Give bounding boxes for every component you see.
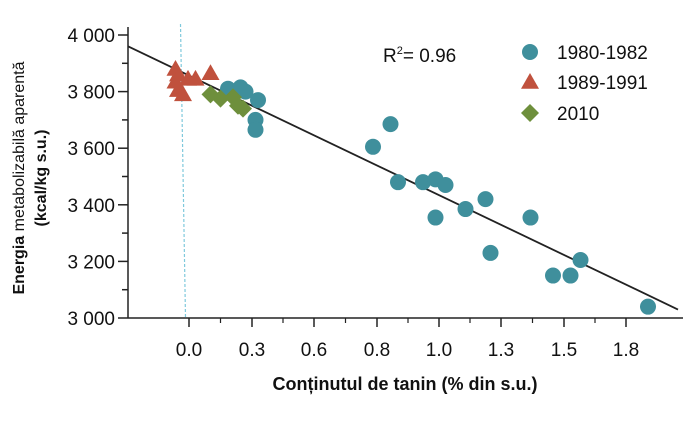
- r2-label: R: [383, 46, 397, 67]
- data-markers: [166, 59, 656, 315]
- data-point-circle: [237, 83, 254, 100]
- legend-label: 1980-1982: [557, 43, 648, 64]
- x-tick-label: 0.0: [176, 340, 202, 361]
- legend-marker-diamond: [521, 104, 539, 122]
- r2-superscript: 2: [397, 45, 403, 57]
- r2-annotation: R2= 0.96: [383, 45, 456, 67]
- y-tick-label: 3 200: [67, 252, 115, 273]
- y-tick-label: 3 400: [67, 196, 115, 217]
- x-tick-label: 1.3: [488, 340, 514, 361]
- data-point-circle: [250, 92, 266, 109]
- data-point-circle: [390, 174, 406, 191]
- y-ticks: 3 000 3 200 3 400 3 600 3 800 4 000: [67, 26, 128, 330]
- x-tick-label: 0.8: [364, 340, 390, 361]
- data-point-triangle: [174, 85, 192, 102]
- y-axis-title-line1: Energia metabolizabilă aparentă: [11, 61, 28, 294]
- legend: 1980-1982 1989-1991 2010: [521, 43, 648, 125]
- x-tick-label: 1.5: [551, 340, 577, 361]
- y-tick-label: 4 000: [67, 26, 115, 47]
- x-tick-label: 1.0: [426, 340, 452, 361]
- data-point-circle: [640, 298, 656, 315]
- data-point-triangle: [201, 64, 220, 80]
- legend-label: 1989-1991: [557, 73, 648, 94]
- data-point-diamond: [234, 99, 252, 118]
- y-axis-title-bold: Energia: [11, 236, 28, 295]
- data-point-circle: [545, 267, 561, 284]
- x-tick-label: 1.8: [613, 340, 639, 361]
- data-point-circle: [437, 176, 454, 193]
- legend-label: 2010: [557, 104, 599, 125]
- data-point-circle: [477, 191, 494, 208]
- data-point-circle: [562, 267, 579, 284]
- data-point-triangle: [186, 69, 205, 86]
- data-point-circle: [572, 251, 589, 268]
- y-axis-title-rest: metabolizabilă aparentă: [11, 61, 28, 235]
- data-point-diamond: [211, 89, 230, 108]
- data-point-circle: [522, 209, 539, 226]
- legend-marker-circle: [522, 44, 538, 60]
- reference-line: [179, 23, 187, 319]
- x-tick-label: 0.3: [239, 340, 265, 361]
- data-point-circle: [457, 201, 474, 218]
- r2-value: = 0.96: [403, 46, 456, 67]
- x-tick-label: 0.6: [301, 340, 327, 361]
- data-point-circle: [482, 244, 499, 261]
- data-point-circle: [415, 174, 431, 191]
- data-point-circle: [247, 121, 264, 138]
- data-point-circle: [427, 209, 444, 226]
- data-point-circle: [382, 116, 399, 133]
- legend-marker-triangle: [521, 73, 539, 89]
- y-tick-label: 3 800: [67, 83, 115, 104]
- y-tick-label: 3 000: [67, 309, 115, 330]
- y-tick-label: 3 600: [67, 139, 115, 160]
- y-axis-title-unit: (kcal/kg s.u.): [33, 130, 50, 227]
- x-axis-title: Conținutul de tanin (% din s.u.): [273, 374, 538, 394]
- data-point-circle: [365, 138, 381, 155]
- x-ticks: 0.0 0.3 0.6 0.8 1.0 1.3 1.5 1.8: [176, 318, 639, 361]
- y-axis-title: Energia metabolizabilă aparentă (kcal/kg…: [11, 61, 50, 294]
